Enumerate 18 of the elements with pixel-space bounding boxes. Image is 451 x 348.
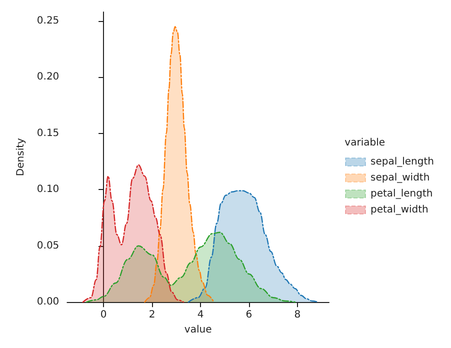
x-tick-label: 0	[100, 310, 107, 321]
x-tick-label: 6	[246, 310, 252, 321]
x-tick-label: 8	[294, 310, 301, 321]
y-tick-label: 0.05	[36, 240, 60, 252]
y-tick-label: 0.20	[36, 72, 60, 83]
y-tick-label: 0.00	[36, 296, 60, 308]
x-tick-label: 2	[148, 310, 156, 321]
y-axis-title: Density	[16, 138, 26, 176]
legend-label: petal_width	[370, 204, 428, 216]
x-tick-label: 4	[197, 310, 204, 321]
legend-label: sepal_length	[370, 156, 434, 168]
legend-title: variable	[344, 138, 385, 148]
y-tick-label: 0.15	[36, 128, 60, 139]
legend-label: sepal_width	[370, 172, 430, 184]
y-tick-label: 0.10	[36, 184, 60, 196]
y-tick-label: 0.25	[36, 15, 60, 26]
x-axis-title: value	[184, 324, 212, 336]
legend-label: petal_length	[370, 188, 433, 200]
